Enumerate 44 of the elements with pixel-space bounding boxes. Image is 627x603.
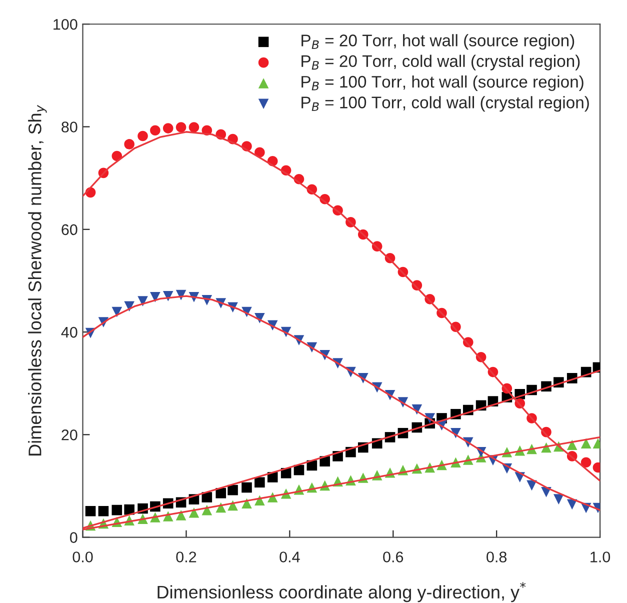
point — [112, 306, 122, 318]
point — [188, 122, 200, 132]
point — [254, 477, 265, 488]
y-tick-label: 40 — [61, 326, 78, 338]
point — [85, 506, 96, 516]
point — [138, 130, 148, 142]
x-tick-label: 1.0 — [590, 552, 610, 562]
point — [580, 457, 592, 468]
point — [150, 125, 160, 136]
point — [124, 504, 134, 515]
legend-label: P$_{B}$ = 100 Torr, hot wall (source region) — [302, 75, 584, 91]
point — [242, 482, 252, 493]
point — [162, 123, 174, 134]
point — [150, 292, 160, 302]
legend-label: P$_{B}$ = 20 Torr, hot wall (source region) — [302, 34, 574, 50]
point — [188, 507, 200, 518]
point — [228, 484, 238, 496]
x-tick-label: 0.2 — [176, 552, 196, 562]
point — [554, 494, 564, 504]
point — [124, 301, 134, 312]
y-tick-label: 100 — [54, 18, 78, 30]
point — [242, 498, 252, 509]
y-axis-title: Dimensionless local Sherwood number, Sh$_{y}$ — [28, 104, 47, 456]
x-tick-label: 0.8 — [486, 552, 507, 562]
point — [124, 139, 134, 150]
point — [216, 488, 226, 498]
y-tick-label: 0 — [70, 532, 78, 543]
point — [98, 506, 109, 516]
y-tick-label: 80 — [62, 122, 78, 132]
x-tick-label: 0.6 — [383, 552, 404, 562]
y-tick-label: 20 — [62, 430, 78, 440]
x-tick-label: 0.0 — [72, 552, 93, 562]
x-tick-label: 0.4 — [280, 552, 300, 562]
point — [566, 440, 578, 450]
point — [202, 492, 212, 502]
x-axis-title: Dimensionless coordinate along y-direction, y$^{*}$ — [158, 582, 526, 602]
point — [176, 122, 186, 132]
point — [580, 438, 592, 449]
point — [138, 296, 148, 306]
point — [176, 510, 186, 520]
legend-label: P$_{B}$ = 20 Torr, cold wall (crystal region) — [302, 54, 580, 70]
y-tick-label: 60 — [62, 224, 78, 236]
legend-label: P$_{B}$ = 100 Torr, cold wall (crystal region) — [302, 96, 589, 112]
point — [112, 504, 122, 516]
